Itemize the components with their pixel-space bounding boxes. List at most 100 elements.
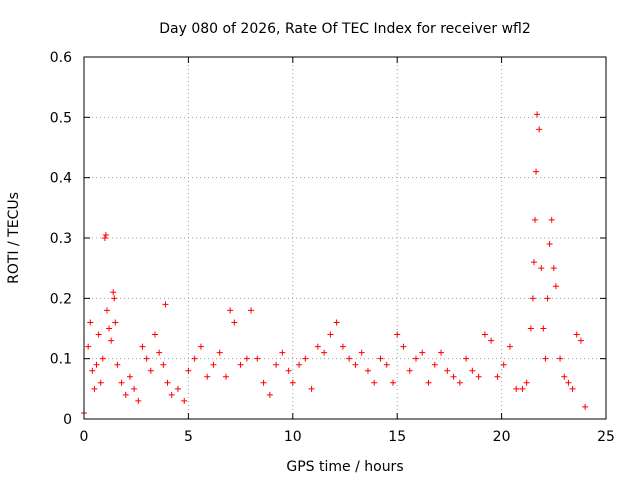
data-point-marker <box>540 325 547 332</box>
data-point-marker <box>174 385 181 392</box>
data-point-marker <box>101 235 108 241</box>
data-point-marker <box>168 391 175 398</box>
data-point-marker <box>544 295 551 302</box>
data-point-marker <box>475 373 482 380</box>
data-point-marker <box>216 349 223 356</box>
data-point-marker <box>450 373 457 380</box>
data-point-marker <box>314 343 321 350</box>
data-point-marker <box>160 361 167 368</box>
x-axis-label: GPS time / hours <box>286 459 403 475</box>
data-point-marker <box>542 355 549 362</box>
data-point-marker <box>352 361 359 368</box>
data-point-marker <box>548 216 555 223</box>
data-point-marker <box>254 355 261 362</box>
data-point-marker <box>114 361 121 368</box>
y-tick-label: 0.4 <box>50 171 72 187</box>
data-point-marker <box>488 337 495 344</box>
data-points <box>81 111 589 416</box>
data-point-marker <box>339 343 346 350</box>
data-point-marker <box>181 397 188 404</box>
data-point-marker <box>162 301 169 308</box>
data-point-marker <box>302 355 309 362</box>
data-point-marker <box>279 349 286 356</box>
data-point-marker <box>296 361 303 368</box>
data-point-marker <box>126 373 133 380</box>
data-point-marker <box>99 355 106 362</box>
data-point-marker <box>425 379 432 386</box>
data-point-marker <box>500 361 507 368</box>
data-point-marker <box>533 168 540 175</box>
x-tick-label: 0 <box>80 429 89 445</box>
data-point-marker <box>131 385 138 392</box>
data-point-marker <box>135 397 142 404</box>
y-axis-label: ROTI / TECUs <box>6 192 22 284</box>
data-point-marker <box>406 367 413 374</box>
data-point-marker <box>87 319 94 326</box>
data-point-marker <box>147 367 154 374</box>
data-point-marker <box>358 349 365 356</box>
data-point-marker <box>569 385 576 392</box>
data-point-marker <box>469 367 476 374</box>
y-tick-label: 0 <box>63 412 72 428</box>
data-point-marker <box>529 295 536 302</box>
data-point-marker <box>227 307 234 314</box>
data-point-marker <box>400 343 407 350</box>
data-point-marker <box>103 307 110 314</box>
data-point-marker <box>438 349 445 356</box>
data-point-marker <box>582 403 589 410</box>
data-point-marker <box>118 379 125 386</box>
data-point-marker <box>377 355 384 362</box>
data-point-marker <box>204 373 211 380</box>
plot-frame <box>83 56 607 420</box>
data-point-marker <box>289 379 296 386</box>
data-point-marker <box>248 307 255 314</box>
data-point-marker <box>327 331 334 338</box>
data-point-marker <box>111 295 118 302</box>
data-point-marker <box>308 385 315 392</box>
data-point-marker <box>431 361 438 368</box>
data-point-marker <box>546 241 553 248</box>
data-point-marker <box>231 319 238 326</box>
data-point-marker <box>237 361 244 368</box>
data-point-marker <box>102 231 109 238</box>
data-point-marker <box>550 265 557 272</box>
data-point-marker <box>139 343 146 350</box>
data-point-marker <box>573 331 580 338</box>
data-point-marker <box>383 361 390 368</box>
data-point-marker <box>534 111 541 118</box>
data-point-marker <box>456 379 463 386</box>
data-point-marker <box>197 343 204 350</box>
data-point-marker <box>266 391 273 398</box>
data-point-marker <box>419 349 426 356</box>
data-point-marker <box>513 385 520 392</box>
data-point-marker <box>565 379 572 386</box>
y-tick-label: 0.2 <box>50 291 72 307</box>
data-point-marker <box>106 325 113 332</box>
data-point-marker <box>390 379 397 386</box>
x-tick-label: 5 <box>184 429 193 445</box>
data-point-marker <box>412 355 419 362</box>
data-point-marker <box>243 355 250 362</box>
data-point-marker <box>89 367 96 374</box>
chart-title: Day 080 of 2026, Rate Of TEC Index for r… <box>159 21 531 37</box>
data-point-marker <box>577 337 584 344</box>
data-point-marker <box>463 355 470 362</box>
y-tick-label: 0.1 <box>50 352 72 368</box>
data-point-marker <box>95 331 102 338</box>
data-point-marker <box>519 385 526 392</box>
data-point-marker <box>112 319 119 326</box>
data-point-marker <box>321 349 328 356</box>
x-tick-label: 25 <box>597 429 615 445</box>
data-point-marker <box>85 343 92 350</box>
data-point-marker <box>93 361 100 368</box>
data-point-marker <box>333 319 340 326</box>
data-point-marker <box>394 331 401 338</box>
data-point-marker <box>110 289 117 296</box>
data-point-marker <box>494 373 501 380</box>
data-point-marker <box>222 373 229 380</box>
data-point-marker <box>532 216 539 223</box>
data-point-marker <box>538 265 545 272</box>
y-tick-label: 0.3 <box>50 231 72 247</box>
